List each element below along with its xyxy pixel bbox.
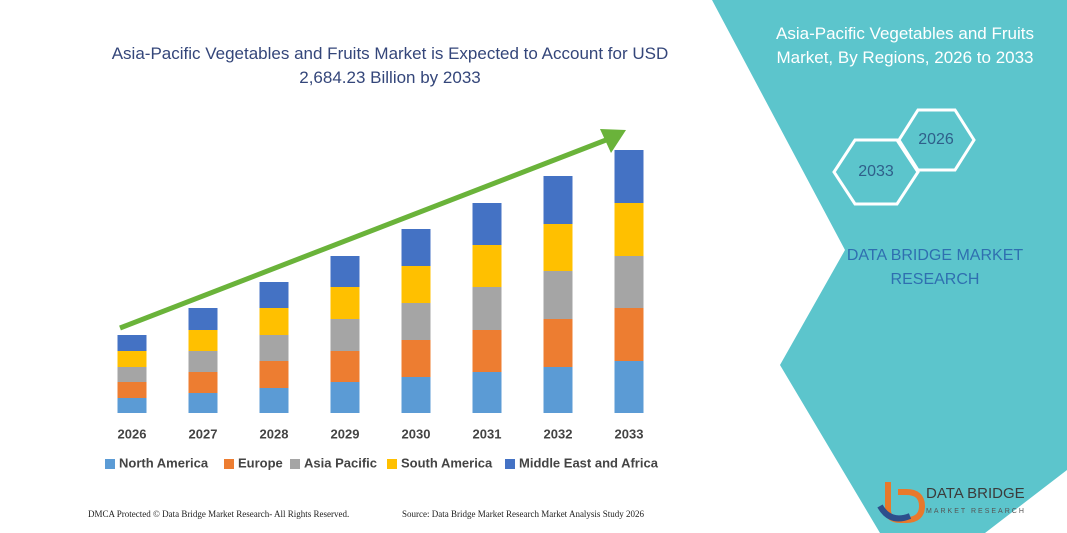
footer-right: Source: Data Bridge Market Research Mark… (402, 509, 644, 519)
bar-segment (188, 308, 218, 330)
arrow-head (600, 129, 626, 153)
bar-segment (472, 287, 502, 330)
footer-left: DMCA Protected © Data Bridge Market Rese… (88, 509, 350, 519)
bar-segment (188, 393, 218, 413)
x-tick-label: 2030 (402, 426, 431, 441)
bar-segment (614, 203, 644, 256)
legend-swatch (290, 459, 300, 469)
logo-tagline: MARKET RESEARCH (926, 508, 1026, 515)
logo-icon (877, 504, 912, 522)
x-tick-label: 2031 (473, 426, 502, 441)
legend-swatch (387, 459, 397, 469)
bar-segment (259, 335, 289, 361)
x-tick-label: 2032 (544, 426, 573, 441)
hexagon (832, 138, 920, 206)
plot: 2026 2027 2028 2029 2030 2031 2032 2033 North Am… (105, 150, 659, 470)
x-tick-label: 2028 (260, 426, 289, 441)
bar-segment (330, 319, 360, 351)
bar-segment (472, 372, 502, 413)
hexagon-label: 2026 (918, 131, 954, 148)
legend-label: Middle East and Africa (519, 455, 659, 470)
bar-segment (543, 271, 573, 319)
bar-segment (614, 150, 644, 203)
legend-swatch (105, 459, 115, 469)
bar-segment (330, 382, 360, 413)
bar-segment (188, 351, 218, 372)
bar-segment (401, 340, 431, 377)
legend-swatch (505, 459, 515, 469)
bar-segment (401, 266, 431, 303)
bar-segment (259, 308, 289, 335)
bar-segment (543, 224, 573, 271)
bar-segment (472, 245, 502, 287)
x-tick-label: 2026 (118, 426, 147, 441)
bar-segment (330, 287, 360, 319)
bar-segment (401, 303, 431, 340)
x-tick-label: 2033 (615, 426, 644, 441)
bar-segment (117, 335, 147, 351)
bar-segment (543, 367, 573, 413)
panel-title: Asia-Pacific Vegetables and Fruits Marke… (776, 24, 1034, 67)
bar-segment (614, 361, 644, 413)
bar-segment (330, 351, 360, 382)
logo-name: DATA BRIDGE (926, 485, 1025, 502)
legend-label: Asia Pacific (304, 455, 377, 470)
bar-segment (614, 308, 644, 361)
legend-label: Europe (238, 455, 283, 470)
bar-segment (330, 256, 360, 287)
bar-segment (543, 176, 573, 224)
legend-swatch (224, 459, 234, 469)
bar-segment (117, 382, 147, 398)
legend-label: North America (119, 455, 209, 470)
bar-segment (117, 398, 147, 413)
chart-title: Asia-Pacific Vegetables and Fruits Marke… (111, 44, 669, 87)
bar-segment (259, 282, 289, 308)
bar-segment (401, 229, 431, 266)
bar-segment (188, 330, 218, 351)
bar-segment (614, 256, 644, 308)
side-panel (712, 0, 1067, 533)
hexagon-label: 2033 (858, 163, 894, 180)
bar-segment (472, 330, 502, 372)
bar-segment (259, 388, 289, 413)
bar-segment (259, 361, 289, 388)
bar-segment (188, 372, 218, 393)
brand: DATA BRIDGE MARKET RESEARCH (846, 247, 1024, 288)
hexagon (897, 108, 976, 172)
bar-segment (472, 203, 502, 245)
x-tick-label: 2029 (331, 426, 360, 441)
x-tick-label: 2027 (189, 426, 218, 441)
legend-label: South America (401, 455, 493, 470)
bar-segment (401, 377, 431, 413)
bar-segment (117, 367, 147, 382)
bar-segment (543, 319, 573, 367)
trend-arrow (119, 137, 607, 331)
bar-segment (117, 351, 147, 367)
